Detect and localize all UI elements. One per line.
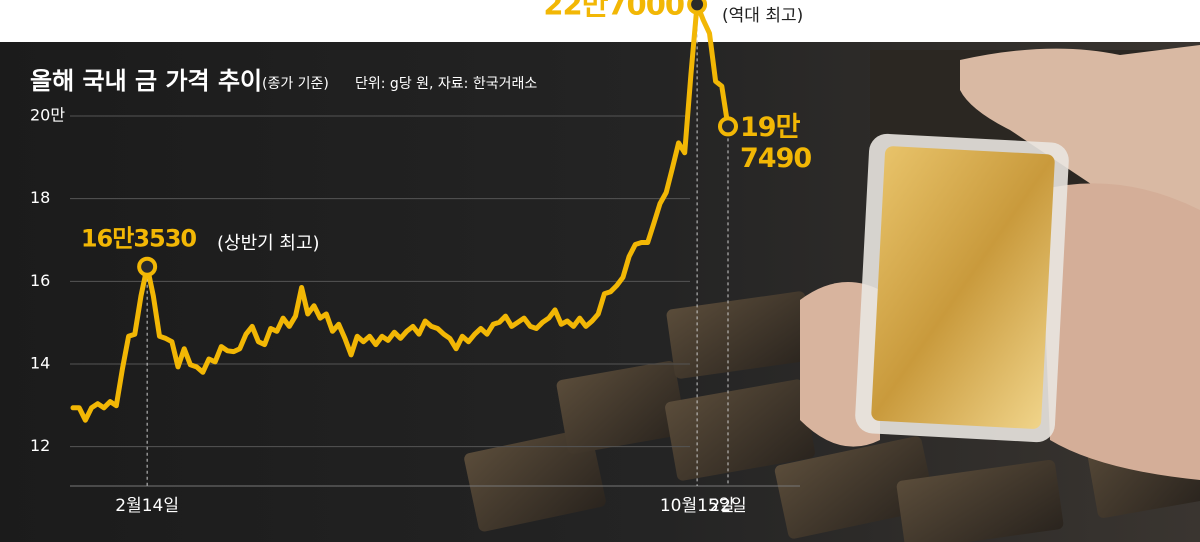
chart-subtitle: (종가 기준) xyxy=(262,76,329,92)
y-tick-label: 12 xyxy=(30,436,50,455)
y-tick-label: 16 xyxy=(30,271,50,290)
highlight-point xyxy=(687,0,708,15)
source-note: 단위: g당 원, 자료: 한국거래소 xyxy=(355,76,537,92)
value-label: 22만7000 xyxy=(543,0,684,21)
highlight-point xyxy=(137,256,158,277)
annotation: (상반기 최고) xyxy=(217,233,320,254)
y-tick-label: 14 xyxy=(30,354,50,373)
highlight-point xyxy=(718,116,738,137)
photo-decor xyxy=(464,45,1200,542)
chart-title: 올해 국내 금 가격 추이 xyxy=(30,67,262,95)
y-tick-label: 18 xyxy=(30,188,50,207)
x-tick-label: 2월14일 xyxy=(115,496,179,516)
y-tick-label: 20만 xyxy=(30,106,65,125)
value-label: 19만 7490 xyxy=(740,112,812,174)
annotation: (역대 최고) xyxy=(722,6,803,26)
x-tick-label: 10월15일 xyxy=(660,496,735,516)
value-label: 16만3530 xyxy=(81,225,197,253)
price-line xyxy=(70,1,731,423)
x-tick-label: 22일 xyxy=(709,496,746,516)
